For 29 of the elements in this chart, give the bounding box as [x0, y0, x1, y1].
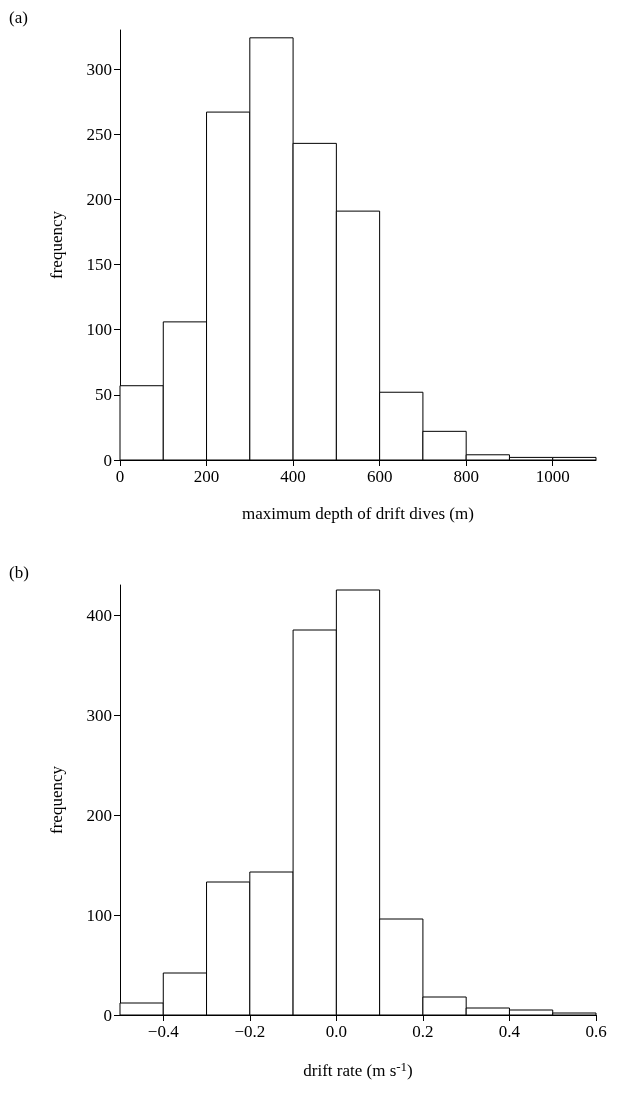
x-tick-label: 0.0	[325, 1022, 347, 1041]
y-tick-label: 200	[86, 189, 112, 209]
y-tick-label: 300	[86, 59, 112, 79]
chart-title: (a)	[9, 8, 28, 27]
y-axis-title: frequency	[47, 765, 66, 834]
x-tick-label: 800	[453, 467, 479, 486]
x-tick-label: 200	[193, 467, 220, 486]
y-tick-label: 100	[86, 905, 112, 925]
y-tick-label: 50	[95, 385, 112, 405]
x-tick-label: 600	[366, 467, 393, 486]
x-tick-label: 0.6	[585, 1022, 607, 1041]
x-tick-label: 0.2	[412, 1022, 434, 1041]
y-tick-label: 150	[86, 255, 112, 275]
y-tick-label: 300	[86, 705, 112, 725]
y-tick-label: 0	[103, 450, 112, 470]
x-tick-label: 0.4	[498, 1022, 521, 1041]
x-tick-label: −0.4	[147, 1022, 180, 1041]
x-tick-label: 400	[280, 467, 306, 486]
x-axis-title: maximum depth of drift dives (m)	[242, 504, 474, 523]
y-tick-label: 200	[86, 805, 112, 825]
y-tick-label: 100	[86, 320, 112, 340]
y-tick-label: 250	[86, 124, 112, 144]
x-tick-label: −0.2	[234, 1022, 266, 1041]
y-axis-title: frequency	[47, 210, 66, 279]
y-tick-label: 400	[86, 605, 112, 625]
chart-title: (b)	[9, 563, 29, 582]
y-tick-label: 0	[103, 1005, 112, 1025]
x-tick-label: 0	[115, 467, 125, 486]
x-tick-label: 1000	[535, 467, 570, 486]
